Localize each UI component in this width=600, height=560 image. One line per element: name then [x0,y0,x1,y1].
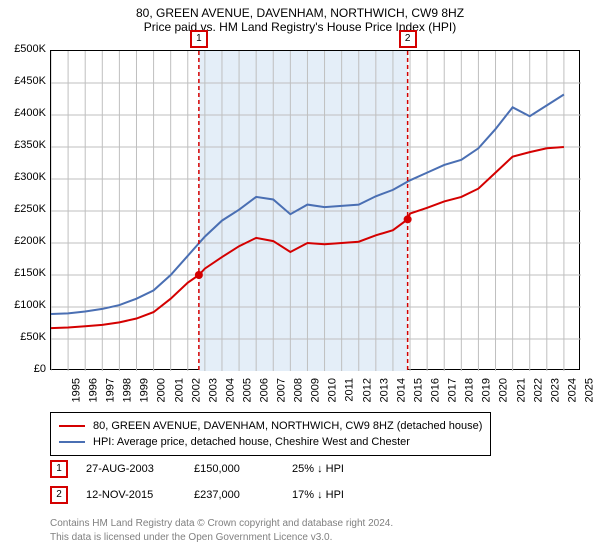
x-tick-label: 2023 [549,378,561,402]
y-tick-label: £300K [6,171,46,183]
y-tick-label: £50K [6,331,46,343]
sale-marker-1: 1 [50,460,68,478]
sale-marker-2: 2 [50,486,68,504]
x-tick-label: 2006 [259,378,271,402]
sale-delta-2: 17% ↓ HPI [292,489,344,501]
x-tick-label: 2022 [532,378,544,402]
x-tick-label: 2018 [464,378,476,402]
y-tick-label: £200K [6,235,46,247]
x-tick-label: 2005 [241,378,253,402]
x-tick-label: 2002 [190,378,202,402]
x-tick-label: 2012 [361,378,373,402]
page-subtitle: Price paid vs. HM Land Registry's House … [0,20,600,34]
x-tick-label: 1999 [139,378,151,402]
x-tick-label: 2025 [583,378,595,402]
x-tick-label: 2014 [395,378,407,402]
legend-label-hpi: HPI: Average price, detached house, Ches… [93,436,410,448]
x-tick-label: 1998 [122,378,134,402]
x-tick-label: 2000 [156,378,168,402]
y-tick-label: £350K [6,139,46,151]
x-tick-label: 2004 [224,378,236,402]
x-tick-label: 2016 [430,378,442,402]
sale-date-2: 12-NOV-2015 [86,489,176,501]
x-tick-label: 2020 [498,378,510,402]
chart-plot-area [50,50,580,370]
page-title: 80, GREEN AVENUE, DAVENHAM, NORTHWICH, C… [0,6,600,20]
chart-svg [51,51,581,371]
x-tick-label: 2003 [207,378,219,402]
x-tick-label: 1997 [105,378,117,402]
legend-swatch-property [59,425,85,427]
sale-row-2: 2 12-NOV-2015 £237,000 17% ↓ HPI [50,486,344,504]
x-tick-label: 1995 [70,378,82,402]
y-tick-label: £100K [6,299,46,311]
x-tick-label: 2010 [327,378,339,402]
legend-row-property: 80, GREEN AVENUE, DAVENHAM, NORTHWICH, C… [59,418,482,434]
sale-row-1: 1 27-AUG-2003 £150,000 25% ↓ HPI [50,460,344,478]
sale-price-1: £150,000 [194,463,274,475]
legend-row-hpi: HPI: Average price, detached house, Ches… [59,434,482,450]
chart-marker-2: 2 [399,30,417,48]
legend-label-property: 80, GREEN AVENUE, DAVENHAM, NORTHWICH, C… [93,420,482,432]
x-tick-label: 2024 [566,378,578,402]
x-tick-label: 2001 [173,378,185,402]
x-tick-label: 2021 [515,378,527,402]
x-tick-label: 2013 [378,378,390,402]
y-tick-label: £450K [6,75,46,87]
y-tick-label: £150K [6,267,46,279]
chart-marker-1: 1 [190,30,208,48]
x-tick-label: 2007 [276,378,288,402]
x-tick-label: 2019 [481,378,493,402]
x-tick-label: 2011 [343,378,355,402]
sale-date-1: 27-AUG-2003 [86,463,176,475]
y-tick-label: £500K [6,43,46,55]
x-tick-label: 2015 [412,378,424,402]
x-tick-label: 2009 [310,378,322,402]
y-tick-label: £250K [6,203,46,215]
legend: 80, GREEN AVENUE, DAVENHAM, NORTHWICH, C… [50,412,491,456]
credit-line-2: This data is licensed under the Open Gov… [50,532,332,543]
legend-swatch-hpi [59,441,85,443]
y-tick-label: £400K [6,107,46,119]
x-tick-label: 2008 [293,378,305,402]
x-tick-label: 1996 [88,378,100,402]
y-tick-label: £0 [6,363,46,375]
x-tick-label: 2017 [447,378,459,402]
sale-price-2: £237,000 [194,489,274,501]
credit-line-1: Contains HM Land Registry data © Crown c… [50,518,393,529]
sale-delta-1: 25% ↓ HPI [292,463,344,475]
